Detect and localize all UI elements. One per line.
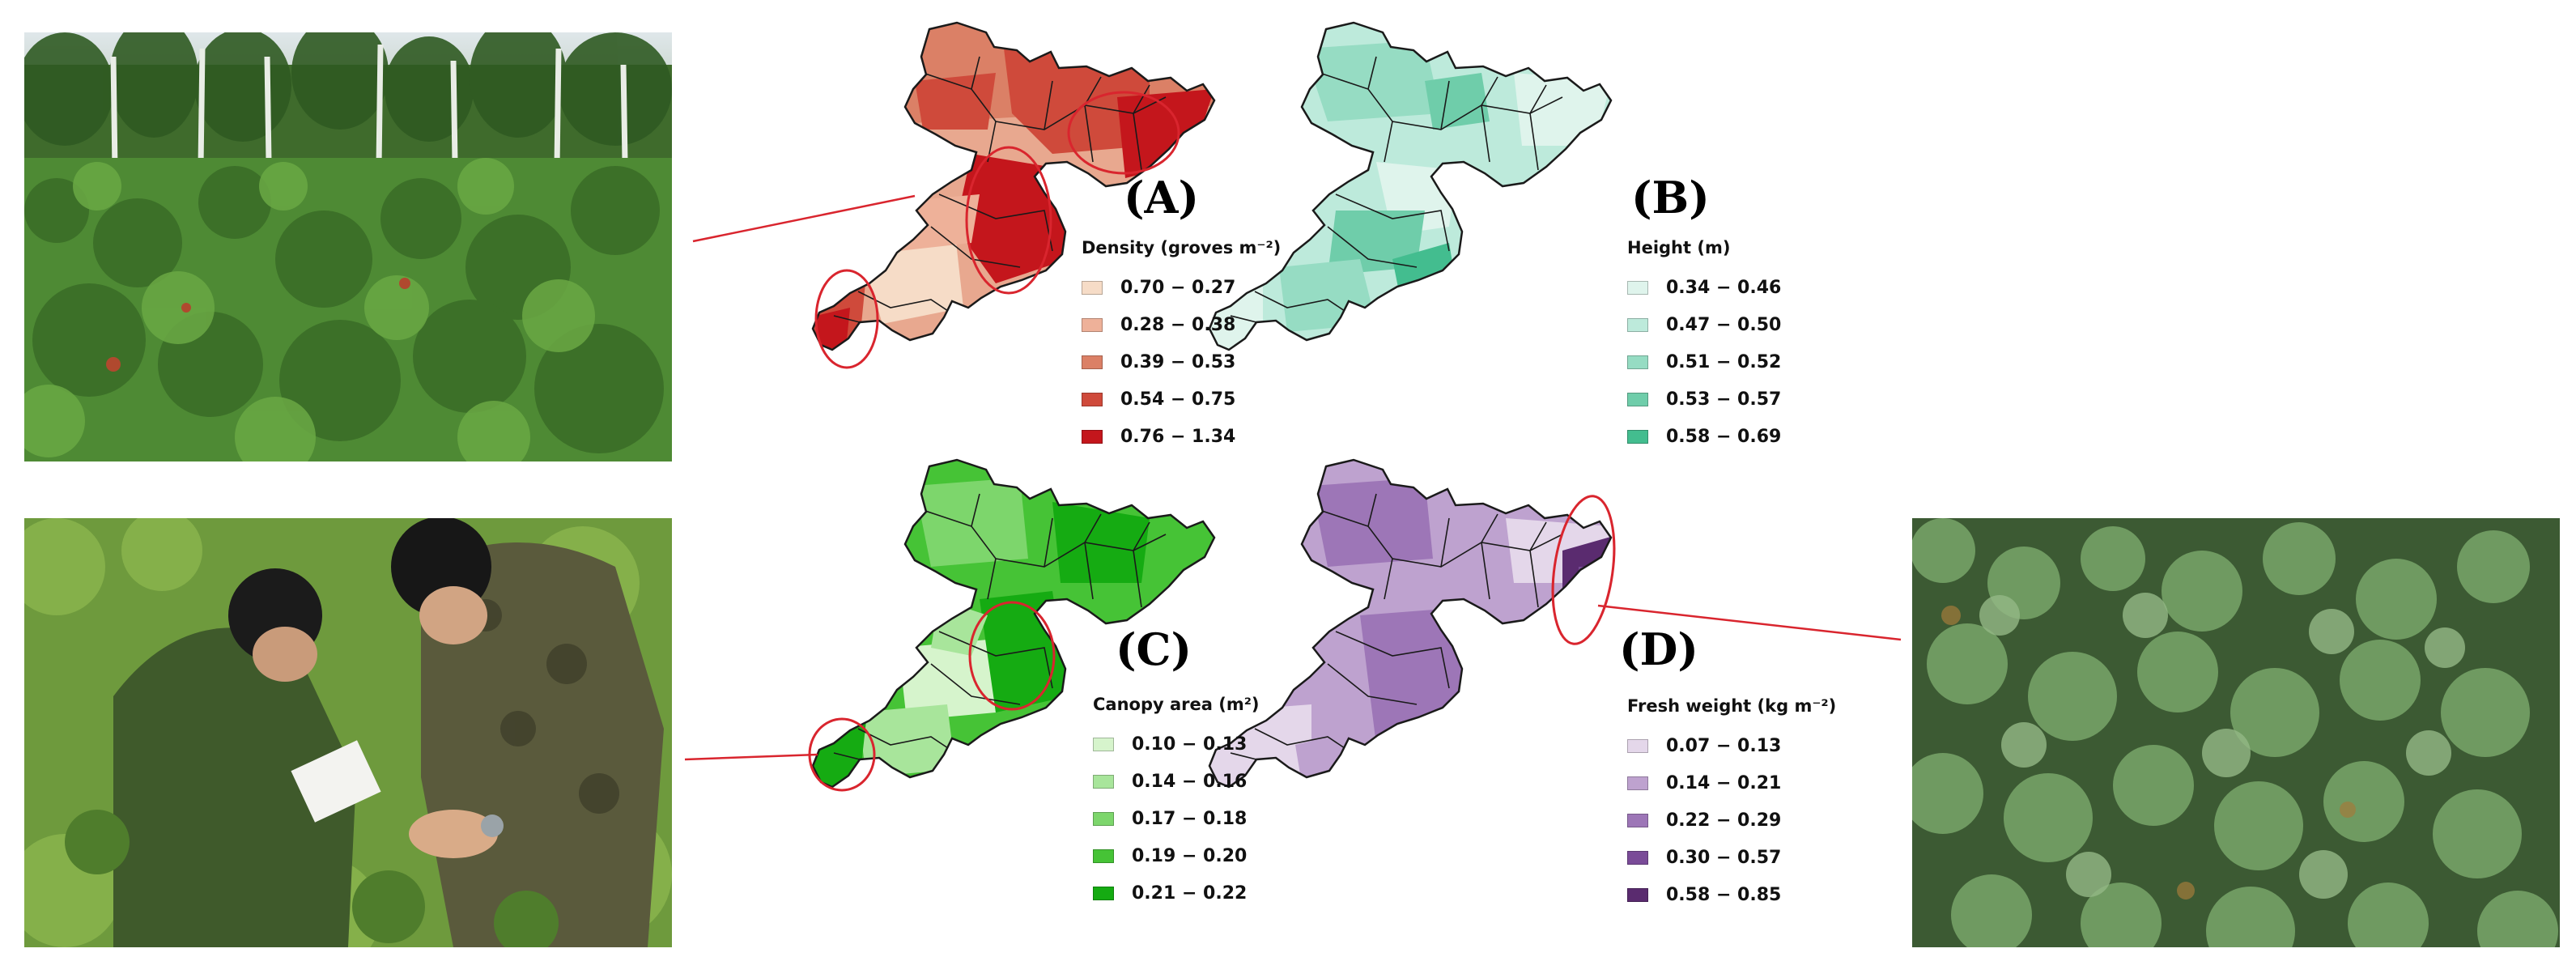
legend-label: 0.30 − 0.57 (1666, 847, 1782, 868)
legend-label: 0.34 − 0.46 (1666, 277, 1782, 298)
legend-item: 0.30 − 0.57 (1627, 839, 1836, 876)
legend-item: 0.53 − 0.57 (1627, 381, 1781, 418)
legend-item: 0.76 − 1.34 (1082, 418, 1281, 455)
legend-swatch (1093, 774, 1114, 789)
legend-item: 0.21 − 0.22 (1093, 874, 1260, 912)
legend-swatch (1093, 849, 1114, 863)
legend-title: Fresh weight (kg m⁻²) (1627, 696, 1837, 716)
legend-label: 0.76 − 1.34 (1120, 426, 1236, 447)
legend-label: 0.54 − 0.75 (1120, 389, 1236, 410)
legend-item: 0.10 − 0.13 (1093, 725, 1260, 763)
legend-label: 0.07 − 0.13 (1666, 735, 1782, 756)
legend-density: Density (groves m⁻²) 0.70 − 0.27 0.28 − … (1082, 238, 1281, 455)
panel-letter-c: (C) (1116, 623, 1192, 675)
map-fresh-weight (1208, 458, 1616, 789)
legend-item: 0.51 − 0.52 (1627, 343, 1781, 381)
legend-label: 0.17 − 0.18 (1132, 808, 1248, 829)
legend-swatch (1627, 317, 1648, 332)
legend-label: 0.10 − 0.13 (1132, 734, 1248, 755)
legend-swatch (1627, 738, 1648, 753)
legend-item: 0.58 − 0.69 (1627, 418, 1781, 455)
legend-swatch (1627, 355, 1648, 369)
legend-swatch (1093, 811, 1114, 826)
legend-label: 0.70 − 0.27 (1120, 277, 1236, 298)
legend-swatch (1082, 317, 1103, 332)
legend-swatch (1627, 280, 1648, 295)
highlight-ellipses (814, 91, 1180, 369)
legend-swatch (1093, 886, 1114, 900)
legend-label: 0.14 − 0.21 (1666, 772, 1782, 793)
legend-swatch (1082, 392, 1103, 406)
legend-label: 0.14 − 0.16 (1132, 771, 1248, 792)
legend-swatch (1082, 280, 1103, 295)
legend-item: 0.58 − 0.85 (1627, 876, 1836, 913)
legend-item: 0.47 − 0.50 (1627, 306, 1781, 343)
legend-label: 0.58 − 0.69 (1666, 426, 1782, 447)
legend-swatch (1627, 813, 1648, 827)
legend-label: 0.58 − 0.85 (1666, 884, 1782, 905)
panel-letter-a: (A) (1124, 172, 1199, 223)
legend-title: Canopy area (m²) (1093, 695, 1260, 714)
legend-swatch (1093, 737, 1114, 751)
legend-label: 0.28 − 0.38 (1120, 314, 1236, 335)
panel-letter-b: (B) (1631, 172, 1710, 223)
legend-item: 0.39 − 0.53 (1082, 343, 1281, 381)
legend-swatch (1627, 776, 1648, 790)
photo-field-surveyors (24, 518, 672, 947)
legend-item: 0.70 − 0.27 (1082, 269, 1281, 306)
legend-item: 0.28 − 0.38 (1082, 306, 1281, 343)
legend-swatch (1627, 392, 1648, 406)
legend-title: Height (m) (1627, 238, 1731, 257)
photo-shrub-closeup (1912, 518, 2560, 947)
legend-swatch (1082, 429, 1103, 444)
legend-label: 0.39 − 0.53 (1120, 351, 1236, 372)
legend-label: 0.21 − 0.22 (1132, 883, 1248, 904)
legend-title: Density (groves m⁻²) (1082, 238, 1282, 257)
legend-label: 0.22 − 0.29 (1666, 810, 1782, 831)
legend-fresh-weight: Fresh weight (kg m⁻²) 0.07 − 0.13 0.14 −… (1627, 696, 1836, 913)
legend-item: 0.17 − 0.18 (1093, 800, 1260, 837)
legend-swatch (1627, 850, 1648, 865)
legend-swatch (1627, 887, 1648, 902)
photo-shrubland-birch (24, 32, 672, 461)
panel-letter-d: (D) (1619, 623, 1698, 675)
legend-swatch (1082, 355, 1103, 369)
legend-item: 0.14 − 0.16 (1093, 763, 1260, 800)
legend-swatch (1627, 429, 1648, 444)
legend-label: 0.19 − 0.20 (1132, 845, 1248, 866)
legend-item: 0.14 − 0.21 (1627, 764, 1836, 802)
legend-height: Height (m) 0.34 − 0.46 0.47 − 0.50 0.51 … (1627, 238, 1781, 455)
legend-label: 0.51 − 0.52 (1666, 351, 1782, 372)
legend-item: 0.22 − 0.29 (1627, 802, 1836, 839)
legend-item: 0.34 − 0.46 (1627, 269, 1781, 306)
legend-canopy-area: Canopy area (m²) 0.10 − 0.13 0.14 − 0.16… (1093, 695, 1260, 912)
legend-label: 0.47 − 0.50 (1666, 314, 1782, 335)
legend-item: 0.54 − 0.75 (1082, 381, 1281, 418)
legend-item: 0.19 − 0.20 (1093, 837, 1260, 874)
legend-label: 0.53 − 0.57 (1666, 389, 1782, 410)
leader-lines (684, 194, 1902, 761)
legend-item: 0.07 − 0.13 (1627, 727, 1836, 764)
